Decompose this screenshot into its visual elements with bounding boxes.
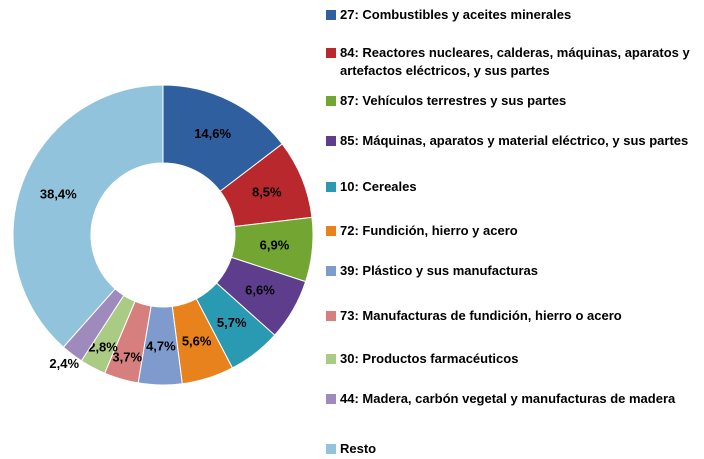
legend-swatch [326,10,336,20]
data-label: 5,7% [217,315,247,330]
legend-item: 30: Productos farmacéuticos [326,350,704,368]
legend-swatch [326,226,336,236]
data-label: 3,7% [112,349,142,364]
legend-swatch [326,354,336,364]
data-label: 5,6% [182,333,212,348]
data-label: 6,9% [260,238,290,253]
legend-label: 72: Fundición, hierro y acero [340,223,518,238]
legend-label: Resto [340,441,377,456]
data-label: 2,8% [88,340,118,355]
legend-swatch [326,136,336,146]
legend-swatch [326,311,336,321]
legend-label: 84: Reactores nucleares, calderas, máqui… [340,45,690,78]
legend-label: 30: Productos farmacéuticos [340,351,519,366]
legend-swatch [326,266,336,276]
data-label: 14,6% [194,126,231,141]
legend-item: 27: Combustibles y aceites minerales [326,6,704,24]
legend-label: 39: Plástico y sus manufacturas [340,263,538,278]
legend-item: 10: Cereales [326,178,704,196]
data-label: 6,6% [245,282,275,297]
data-label: 8,5% [252,184,282,199]
legend-item: 84: Reactores nucleares, calderas, máqui… [326,44,704,80]
legend-label: 10: Cereales [340,179,417,194]
data-label: 4,7% [146,338,176,353]
legend-swatch [326,394,336,404]
legend-item: 72: Fundición, hierro y acero [326,222,704,240]
legend-item: 87: Vehículos terrestres y sus partes [326,92,704,110]
legend-label: 87: Vehículos terrestres y sus partes [340,93,567,108]
legend-item: Resto [326,440,704,458]
donut-segment [12,84,164,348]
legend-item: 85: Máquinas, aparatos y material eléctr… [326,132,704,150]
legend-label: 73: Manufacturas de fundición, hierro o … [340,308,622,323]
legend-swatch [326,444,336,454]
legend-item: 73: Manufacturas de fundición, hierro o … [326,307,704,325]
data-label: 2,4% [49,356,79,371]
legend-swatch [326,182,336,192]
legend-swatch [326,48,336,58]
legend-swatch [326,96,336,106]
legend-label: 27: Combustibles y aceites minerales [340,7,572,22]
data-label: 38,4% [40,187,77,202]
legend-label: 44: Madera, carbón vegetal y manufactura… [340,391,676,406]
legend-label: 85: Máquinas, aparatos y material eléctr… [340,133,689,148]
legend-item: 44: Madera, carbón vegetal y manufactura… [326,390,704,408]
legend-item: 39: Plástico y sus manufacturas [326,262,704,280]
donut-area: 14,6% 8,5% 6,9% 6,6% 5,7% 5,6% 4,7% 3,7%2,8% 2,4… [12,84,314,386]
